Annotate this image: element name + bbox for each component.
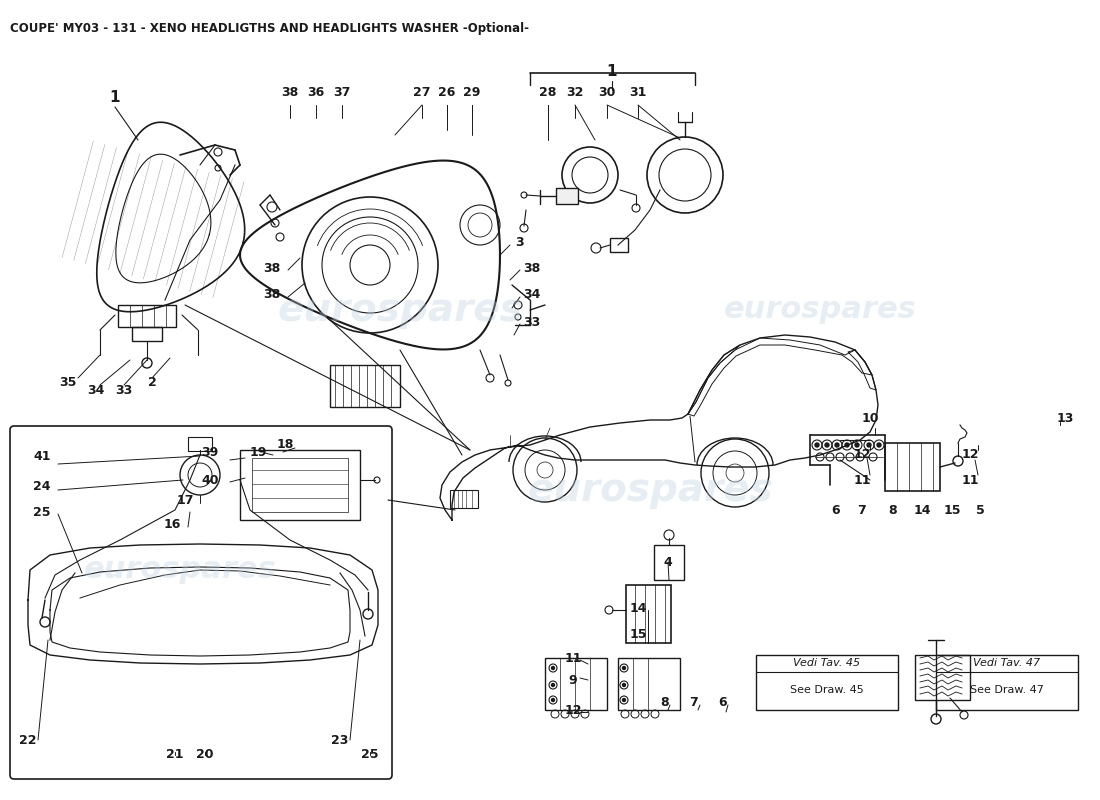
Bar [188,437,212,451]
Text: See Draw. 47: See Draw. 47 [970,685,1044,695]
Circle shape [551,666,554,670]
Circle shape [867,443,871,447]
Text: 15: 15 [629,629,647,642]
Bar [240,450,360,520]
Bar [626,585,671,643]
Bar [886,443,940,491]
Text: 38: 38 [524,262,540,274]
Text: 30: 30 [598,86,616,98]
Text: 3: 3 [516,235,525,249]
Text: 12: 12 [854,449,871,462]
Text: 22: 22 [20,734,36,746]
Text: 23: 23 [331,734,349,746]
Text: eurospares: eurospares [724,295,916,325]
Text: 14: 14 [913,503,931,517]
Text: eurospares: eurospares [277,291,522,329]
Text: 20: 20 [196,749,213,762]
Text: 41: 41 [33,450,51,463]
Text: 9: 9 [569,674,578,686]
Text: 12: 12 [961,449,979,462]
Text: 6: 6 [718,697,727,710]
Bar [118,305,176,327]
Text: 33: 33 [116,383,133,397]
Circle shape [845,443,849,447]
Text: 31: 31 [629,86,647,98]
Text: 5: 5 [976,503,984,517]
Text: 18: 18 [276,438,294,451]
Text: 39: 39 [201,446,219,459]
Bar [915,655,970,700]
Bar [610,238,628,252]
Circle shape [825,443,829,447]
Circle shape [623,683,626,686]
Text: COUPE' MY03 - 131 - XENO HEADLIGTHS AND HEADLIGHTS WASHER -Optional-: COUPE' MY03 - 131 - XENO HEADLIGTHS AND … [10,22,529,35]
Text: 8: 8 [661,697,669,710]
Text: 24: 24 [33,479,51,493]
Bar [252,458,348,512]
Text: 19: 19 [250,446,266,459]
Bar [756,655,898,710]
Text: 29: 29 [463,86,481,98]
Text: 11: 11 [961,474,979,486]
Text: 12: 12 [564,703,582,717]
Text: 38: 38 [282,86,298,98]
Text: 2: 2 [147,377,156,390]
Text: 28: 28 [539,86,557,98]
Text: 33: 33 [524,315,540,329]
Text: 17: 17 [176,494,194,506]
Text: eurospares: eurospares [84,555,276,585]
Bar [618,658,680,710]
Bar [450,490,478,508]
Text: 40: 40 [201,474,219,486]
Text: 7: 7 [690,697,698,710]
Text: 11: 11 [854,474,871,486]
Bar [556,188,578,204]
Text: 14: 14 [629,602,647,614]
Text: Vedi Tav. 45: Vedi Tav. 45 [793,658,860,668]
Circle shape [551,698,554,702]
Text: 1: 1 [110,90,120,106]
Text: 34: 34 [87,383,104,397]
Circle shape [835,443,839,447]
Circle shape [623,698,626,702]
Text: 25: 25 [361,749,378,762]
Circle shape [855,443,859,447]
Text: 21: 21 [166,749,184,762]
Circle shape [877,443,881,447]
Text: 7: 7 [858,503,867,517]
Circle shape [551,683,554,686]
Text: 13: 13 [1056,411,1074,425]
Circle shape [623,666,626,670]
Bar [544,658,607,710]
Bar [330,365,400,407]
Text: 26: 26 [438,86,455,98]
Text: 10: 10 [861,411,879,425]
Bar [936,655,1078,710]
Bar [132,327,162,341]
Text: 25: 25 [33,506,51,518]
Text: 27: 27 [414,86,431,98]
Text: 8: 8 [889,503,898,517]
Text: See Draw. 45: See Draw. 45 [790,685,864,695]
Text: 4: 4 [663,555,672,569]
Bar [654,545,684,580]
Text: 6: 6 [832,503,840,517]
Text: 34: 34 [524,289,541,302]
Text: 32: 32 [566,86,584,98]
Text: 38: 38 [263,262,280,274]
Text: eurospares: eurospares [527,471,773,509]
Text: 37: 37 [333,86,351,98]
Circle shape [815,443,820,447]
Text: Vedi Tav. 47: Vedi Tav. 47 [974,658,1041,668]
Text: 1: 1 [607,65,617,79]
Text: 36: 36 [307,86,324,98]
Text: 11: 11 [564,651,582,665]
Text: 15: 15 [944,503,960,517]
Text: 35: 35 [59,377,77,390]
Text: 38: 38 [263,289,280,302]
Text: 16: 16 [163,518,180,531]
